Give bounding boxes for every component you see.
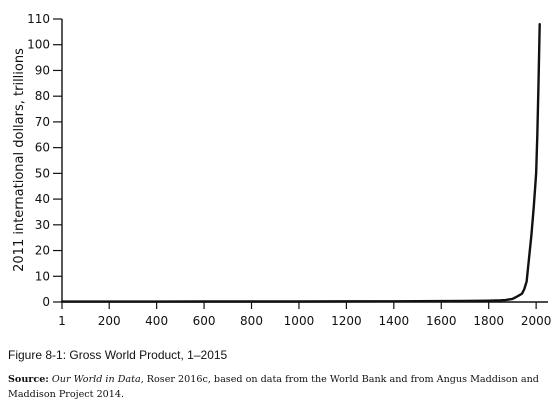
source-title: Our World in Data xyxy=(51,374,141,385)
y-tick-label: 70 xyxy=(35,115,50,129)
y-tick-label: 50 xyxy=(35,166,50,180)
x-tick-label: 1400 xyxy=(379,314,410,328)
x-tick-label: 800 xyxy=(240,314,263,328)
y-tick-label: 60 xyxy=(35,141,50,155)
x-tick-label: 1600 xyxy=(426,314,457,328)
y-tick-label: 30 xyxy=(35,218,50,232)
source-label: Source: xyxy=(8,374,49,385)
figure-source: Source: Our World in Data, Roser 2016c, … xyxy=(8,372,553,402)
y-tick-label: 110 xyxy=(27,12,50,26)
x-tick-label: 600 xyxy=(193,314,216,328)
x-tick-label: 2000 xyxy=(521,314,552,328)
x-tick-label: 1000 xyxy=(284,314,315,328)
x-tick-label: 1800 xyxy=(473,314,504,328)
y-tick-label: 0 xyxy=(42,295,50,309)
y-tick-label: 10 xyxy=(35,269,50,283)
source-text: , Roser 2016c, based on data from the Wo… xyxy=(8,374,539,400)
y-axis-ticks: 0 10 20 30 40 50 60 70 80 90 100 110 xyxy=(27,12,62,309)
y-tick-label: 100 xyxy=(27,38,50,52)
figure-caption: Figure 8-1: Gross World Product, 1–2015 xyxy=(8,348,228,362)
y-tick-label: 20 xyxy=(35,244,50,258)
x-axis-ticks: 1 200 400 600 800 1000 1200 1400 1600 1800 2000 xyxy=(58,302,551,328)
x-tick-label: 1 xyxy=(58,314,66,328)
y-tick-label: 40 xyxy=(35,192,50,206)
x-tick-label: 200 xyxy=(98,314,121,328)
x-tick-label: 400 xyxy=(145,314,168,328)
x-tick-label: 1200 xyxy=(331,314,362,328)
y-tick-label: 90 xyxy=(35,63,50,77)
series-line-gross-world-product xyxy=(60,22,541,303)
y-tick-label: 80 xyxy=(35,89,50,103)
y-axis-title: 2011 international dollars, trillions xyxy=(12,48,27,272)
